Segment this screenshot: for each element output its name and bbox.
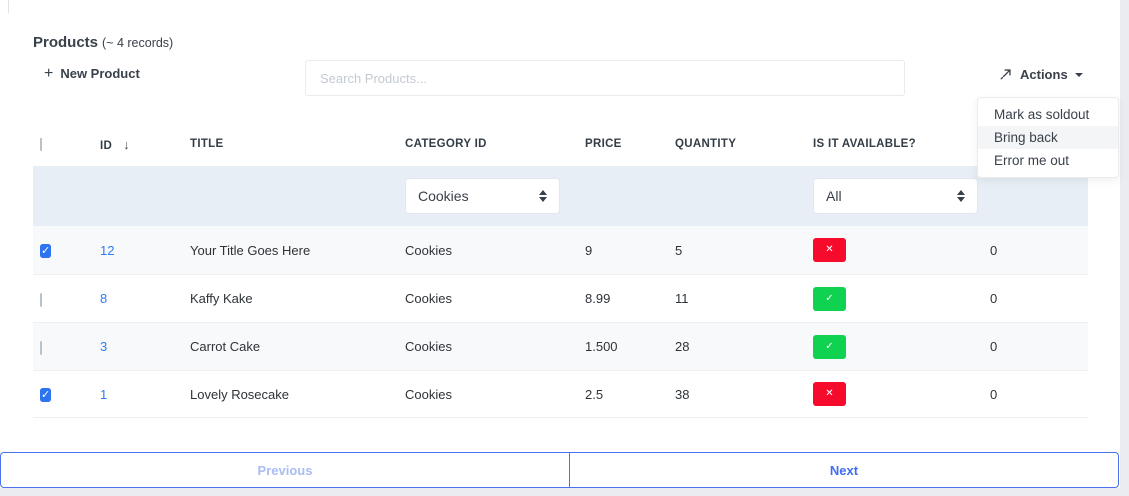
row-price: 1.500 xyxy=(585,339,618,354)
products-table: ID ↓ TITLE CATEGORY ID PRICE QUANTITY IS … xyxy=(33,122,1088,418)
table-row[interactable]: 3 Carrot Cake Cookies 1.500 28 ✓ 0 xyxy=(33,322,1088,370)
new-product-label: New Product xyxy=(60,66,140,81)
sort-desc-icon: ↓ xyxy=(123,136,130,152)
row-extra: 0 xyxy=(990,339,998,354)
column-header-category[interactable]: CATEGORY ID xyxy=(405,138,487,150)
row-id-link[interactable]: 3 xyxy=(100,339,108,354)
chevron-down-icon xyxy=(1074,72,1083,77)
row-quantity: 11 xyxy=(675,291,689,306)
table-header-row: ID ↓ TITLE CATEGORY ID PRICE QUANTITY IS … xyxy=(33,122,1088,166)
row-id-link[interactable]: 1 xyxy=(100,386,108,402)
row-price: 2.5 xyxy=(585,386,604,402)
actions-button[interactable]: Actions xyxy=(999,65,1083,83)
availability-badge: ✕ xyxy=(813,382,846,406)
row-title: Kaffy Kake xyxy=(190,291,253,306)
table-row[interactable]: 12 Your Title Goes Here Cookies 9 5 ✕ 0 xyxy=(33,226,1088,274)
row-quantity: 5 xyxy=(675,242,683,258)
column-header-id[interactable]: ID ↓ xyxy=(100,136,130,152)
select-all-checkbox[interactable] xyxy=(40,137,42,151)
column-header-available[interactable]: IS IT AVAILABLE? xyxy=(813,138,916,150)
records-count: (~ 4 records) xyxy=(102,36,174,50)
row-category: Cookies xyxy=(405,242,452,258)
pagination: Previous Next xyxy=(0,452,1119,488)
select-updown-icon xyxy=(539,186,547,206)
row-quantity: 38 xyxy=(675,386,690,402)
actions-menu-item[interactable]: Bring back xyxy=(978,126,1118,149)
table-body: 12 Your Title Goes Here Cookies 9 5 ✕ 0 … xyxy=(33,226,1088,418)
row-checkbox[interactable] xyxy=(40,292,42,307)
availability-badge: ✕ xyxy=(813,238,846,262)
row-extra: 0 xyxy=(990,386,998,402)
actions-dropdown: Mark as soldout Bring back Error me out xyxy=(977,97,1119,178)
pagination-previous[interactable]: Previous xyxy=(0,452,570,488)
row-title: Carrot Cake xyxy=(190,339,261,354)
row-quantity: 28 xyxy=(675,339,690,354)
column-header-price[interactable]: PRICE xyxy=(585,138,622,150)
page-title-text: Products xyxy=(33,34,99,51)
row-checkbox[interactable] xyxy=(40,340,42,355)
row-price: 9 xyxy=(585,242,593,258)
row-category: Cookies xyxy=(405,386,452,402)
actions-menu-item[interactable]: Error me out xyxy=(994,153,1070,168)
availability-filter-value: All xyxy=(826,188,842,204)
select-updown-icon xyxy=(957,186,965,206)
pagination-next[interactable]: Next xyxy=(569,452,1119,488)
column-header-quantity[interactable]: QUANTITY xyxy=(675,138,737,150)
products-card: Products(~ 4 records) + New Product Acti… xyxy=(0,0,1120,488)
category-filter-value: Cookies xyxy=(418,188,469,204)
row-extra: 0 xyxy=(990,242,998,258)
row-checkbox[interactable] xyxy=(40,244,52,258)
row-extra: 0 xyxy=(990,291,998,306)
actions-arrow-icon xyxy=(1000,69,1011,80)
row-category: Cookies xyxy=(405,339,452,354)
row-title: Lovely Rosecake xyxy=(190,386,289,402)
row-price: 8.99 xyxy=(585,291,611,306)
availability-badge: ✓ xyxy=(813,286,846,311)
new-product-button[interactable]: + New Product xyxy=(44,65,140,82)
search-input[interactable] xyxy=(305,60,905,96)
category-filter-select[interactable]: Cookies xyxy=(405,178,560,214)
availability-filter-select[interactable]: All xyxy=(813,178,978,214)
filter-row: Cookies All xyxy=(33,166,1088,226)
actions-menu-item[interactable]: Mark as soldout xyxy=(994,107,1090,122)
page-title: Products (~ 4 records) xyxy=(33,34,173,51)
table-row[interactable]: 1 Lovely Rosecake Cookies 2.5 38 ✕ 0 xyxy=(33,370,1088,418)
row-checkbox[interactable] xyxy=(40,388,52,402)
row-title: Your Title Goes Here xyxy=(190,242,311,258)
actions-label: Actions xyxy=(1020,66,1068,82)
plus-icon: + xyxy=(44,65,54,82)
row-id-link[interactable]: 8 xyxy=(100,291,108,306)
availability-badge: ✓ xyxy=(813,334,846,359)
table-row[interactable]: 8 Kaffy Kake Cookies 8.99 11 ✓ 0 xyxy=(33,274,1088,322)
row-category: Cookies xyxy=(405,291,452,306)
column-header-title[interactable]: TITLE xyxy=(190,138,224,150)
row-id-link[interactable]: 12 xyxy=(100,242,115,258)
